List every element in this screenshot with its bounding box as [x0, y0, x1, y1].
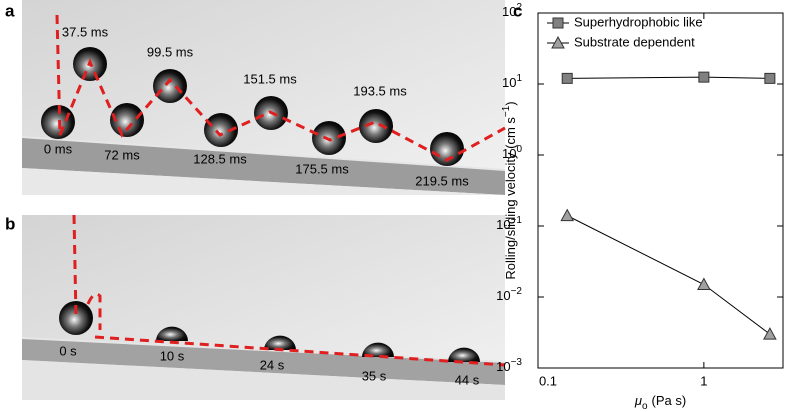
droplet: [153, 69, 187, 103]
panel-letter: c: [513, 1, 522, 20]
marker: [552, 17, 564, 29]
y-tick-base: 10: [496, 217, 510, 232]
droplet: [448, 347, 480, 362]
y-axis-label: Rolling/sliding velocity (cm s−1): [501, 101, 519, 279]
droplet: [204, 113, 238, 147]
y-tick-base: 10: [496, 359, 510, 374]
time-label: 0 ms: [44, 141, 73, 156]
x-axis-label: μo (Pa s): [634, 393, 686, 411]
y-tick-label: 101: [502, 73, 522, 91]
y-tick-base: 10: [502, 75, 516, 90]
legend-label: Superhydrophobic like: [574, 14, 703, 29]
panel-letter: a: [5, 1, 15, 20]
x-tick-label: 0.1: [539, 373, 557, 388]
marker: [697, 277, 711, 290]
y-tick-base: 10: [502, 4, 516, 19]
time-label: 10 s: [160, 348, 185, 363]
droplet: [362, 342, 394, 357]
x-label-symbol: μ: [634, 393, 642, 408]
time-label: 128.5 ms: [193, 151, 247, 166]
time-label: 219.5 ms: [415, 173, 469, 188]
legend-label: Substrate dependent: [574, 34, 695, 49]
droplet: [264, 335, 296, 350]
panel-letter: b: [5, 214, 15, 233]
time-label: 99.5 ms: [147, 44, 194, 59]
time-label: 0 s: [59, 343, 77, 358]
droplet: [41, 105, 75, 139]
y-label-text: Rolling/sliding velocity (cm s: [503, 117, 518, 280]
time-label: 35 s: [362, 368, 387, 383]
y-tick-base: 10: [496, 288, 510, 303]
droplet: [59, 301, 93, 335]
trajectory: [55, 14, 506, 367]
x-label-subscript: o: [642, 401, 648, 412]
marker: [764, 72, 776, 84]
time-label: 24 s: [260, 357, 285, 372]
y-label-exponent: −1: [501, 105, 512, 117]
y-tick-exponent: −3: [511, 357, 523, 368]
y-tick-base: 10: [502, 146, 516, 161]
y-tick-label: 10−1: [496, 215, 522, 233]
y-tick-label: 10−2: [496, 286, 522, 304]
y-tick-exponent: −1: [511, 215, 523, 226]
droplet: [430, 132, 464, 166]
x-tick-label: 1: [700, 373, 707, 388]
y-tick-exponent: 2: [516, 2, 522, 13]
y-label-end: ): [503, 101, 518, 105]
x-label-unit: (Pa s): [652, 393, 687, 408]
marker: [763, 327, 777, 340]
y-tick-exponent: −2: [511, 286, 523, 297]
marker: [561, 72, 573, 84]
time-label: 175.5 ms: [295, 161, 349, 176]
marker: [551, 35, 565, 49]
time-label: 72 ms: [104, 147, 140, 162]
droplet: [359, 109, 393, 143]
y-tick-exponent: 0: [516, 144, 522, 155]
time-label: 37.5 ms: [62, 24, 109, 39]
time-label: 193.5 ms: [353, 83, 407, 98]
y-tick-label: 10−3: [496, 357, 522, 375]
droplet: [156, 326, 188, 341]
marker: [698, 71, 710, 83]
time-label: 151.5 ms: [243, 71, 297, 86]
y-tick-label: 102: [502, 2, 522, 20]
y-tick-label: 100: [502, 144, 522, 162]
series-line: [566, 215, 771, 335]
plot-frame: [537, 12, 784, 369]
photo-a: [21, 0, 506, 195]
series-line: [567, 76, 770, 79]
y-tick-exponent: 1: [516, 73, 522, 84]
time-label: 44 s: [455, 372, 480, 387]
marker: [560, 208, 575, 222]
